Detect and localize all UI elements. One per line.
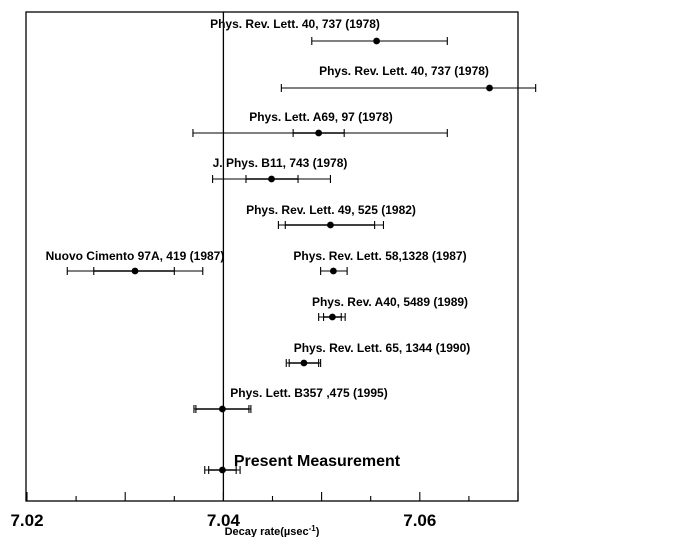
data-point-group: Phys. Rev. Lett. 49, 525 (1982): [246, 203, 416, 229]
data-point: [486, 84, 493, 92]
data-point-group: Phys. Rev. Lett. 40, 737 (1978): [210, 17, 448, 45]
data-point-label: J. Phys. B11, 743 (1978): [213, 156, 348, 170]
data-point-label: Phys. Lett. A69, 97 (1978): [249, 110, 393, 124]
data-point-group: Phys. Rev. A40, 5489 (1989): [312, 295, 468, 321]
x-tick-label: 7.04: [207, 511, 241, 530]
data-point-label: Phys. Rev. Lett. 40, 737 (1978): [319, 64, 489, 78]
data-point-group: Phys. Rev. Lett. 58,1328 (1987): [293, 249, 467, 275]
data-point-label: Present Measurement: [234, 453, 401, 470]
x-tick-label: 7.02: [10, 511, 43, 530]
data-point-label: Phys. Rev. A40, 5489 (1989): [312, 295, 468, 309]
data-point-label: Phys. Rev. Lett. 40, 737 (1978): [210, 17, 380, 31]
x-tick-label: 7.06: [403, 511, 436, 530]
data-point-label: Phys. Rev. Lett. 58,1328 (1987): [293, 249, 466, 263]
data-point: [268, 175, 275, 183]
data-point: [329, 313, 336, 321]
data-point: [300, 359, 308, 367]
data-point: [329, 267, 337, 275]
data-point: [219, 405, 226, 413]
data-point: [315, 129, 323, 137]
data-point: [219, 466, 226, 474]
data-point-label: Phys. Rev. Lett. 65, 1344 (1990): [294, 341, 471, 355]
data-point-group: Nuovo Cimento 97A, 419 (1987): [46, 249, 225, 275]
data-point: [373, 37, 380, 45]
data-point-group: Present Measurement: [204, 453, 401, 474]
data-point-group: J. Phys. B11, 743 (1978): [212, 156, 348, 183]
data-point-group: Phys. Rev. Lett. 40, 737 (1978): [280, 64, 537, 92]
data-point-label: Nuovo Cimento 97A, 419 (1987): [46, 249, 225, 263]
data-point: [327, 221, 334, 229]
data-point-group: Phys. Lett. B357 ,475 (1995): [193, 386, 388, 413]
data-point-label: Phys. Lett. B357 ,475 (1995): [230, 386, 387, 400]
data-point: [131, 267, 139, 275]
x-axis-title: Decay rate(µsec-1): [225, 524, 320, 537]
data-point-group: Phys. Rev. Lett. 65, 1344 (1990): [285, 341, 471, 367]
data-point-label: Phys. Rev. Lett. 49, 525 (1982): [246, 203, 416, 217]
data-point-group: Phys. Lett. A69, 97 (1978): [192, 110, 448, 137]
